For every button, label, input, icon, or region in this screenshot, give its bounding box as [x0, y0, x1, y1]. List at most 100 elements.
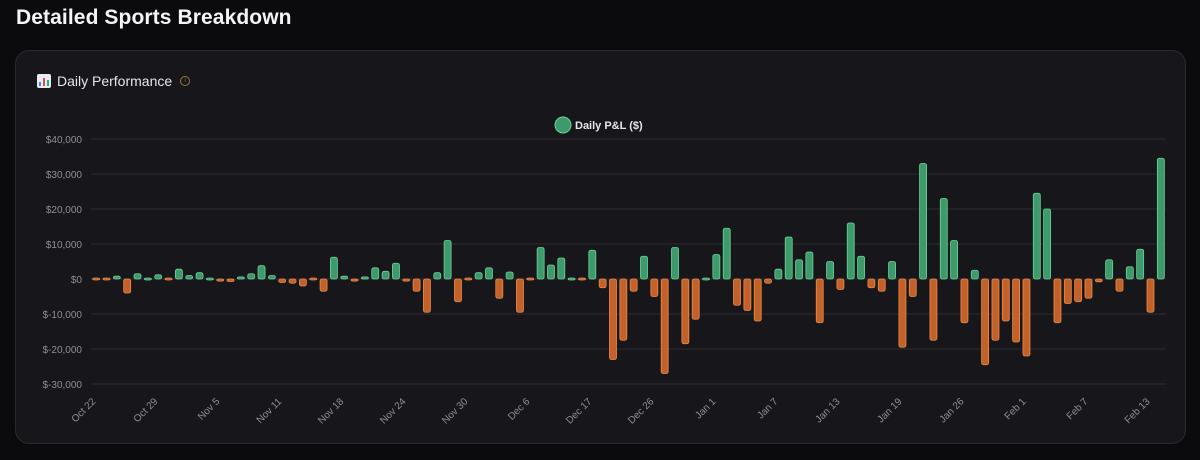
bar [846, 222, 855, 280]
bar [671, 247, 679, 280]
bar [743, 278, 752, 311]
bar [733, 278, 741, 306]
y-tick-label: $20,000 [46, 205, 83, 216]
bar [1084, 278, 1093, 299]
bar [236, 276, 245, 280]
bar [970, 269, 979, 280]
bar [888, 261, 896, 280]
bar [319, 278, 328, 292]
bar [298, 278, 307, 287]
bar [505, 271, 514, 280]
x-tick-label: Jan 13 [814, 396, 843, 425]
legend-swatch [554, 116, 572, 134]
bar [1001, 278, 1010, 322]
bar [474, 272, 483, 280]
bar [908, 278, 917, 297]
bar [247, 273, 256, 280]
bar [547, 264, 555, 280]
bar [526, 277, 535, 281]
bar [660, 278, 669, 374]
card-header: Daily Performance i [37, 73, 191, 89]
bar [402, 278, 411, 282]
bar [309, 277, 318, 281]
y-tick-label: $10,000 [46, 240, 83, 251]
bar [412, 278, 421, 292]
y-tick-label: $-30,000 [43, 380, 83, 391]
bar [133, 273, 142, 280]
bar [1136, 248, 1145, 280]
x-tick-label: Jan 26 [938, 396, 967, 425]
bar [330, 256, 338, 280]
bar [1053, 278, 1062, 324]
bar [702, 277, 710, 281]
bar [1074, 278, 1083, 303]
bar [981, 278, 990, 366]
bar [929, 278, 938, 341]
bar [1146, 278, 1155, 313]
x-tick-label: Oct 29 [132, 396, 161, 425]
bar [836, 278, 845, 290]
bar-chart-icon [37, 74, 51, 88]
x-tick-label: Nov 5 [196, 396, 223, 423]
bar [350, 278, 359, 282]
bar [950, 240, 959, 280]
bar [454, 278, 462, 303]
bar [123, 278, 132, 294]
bar [1105, 259, 1114, 280]
bar [433, 272, 442, 280]
bar [722, 227, 731, 280]
bar [774, 268, 783, 280]
x-tick-label: Feb 1 [1003, 396, 1029, 422]
bar [609, 278, 617, 360]
x-tick-label: Feb 7 [1065, 396, 1091, 422]
bar [712, 254, 721, 280]
bar [619, 278, 628, 341]
bar [185, 275, 194, 280]
bar [1094, 278, 1103, 283]
bar [381, 270, 390, 280]
bar [1156, 157, 1165, 280]
bar [567, 277, 576, 281]
bar [557, 257, 566, 280]
x-tick-label: Nov 24 [378, 396, 408, 426]
bar [1022, 278, 1031, 357]
x-tick-label: Nov 30 [440, 396, 470, 426]
bar [588, 249, 597, 280]
card-title: Daily Performance [57, 73, 173, 89]
legend-label: Daily P&L ($) [575, 120, 643, 132]
bar [640, 255, 648, 280]
x-tick-label: Dec 17 [564, 396, 594, 426]
bar [1012, 278, 1021, 343]
bar [423, 278, 431, 313]
bar [805, 251, 814, 280]
bar [1125, 266, 1134, 280]
y-tick-label: $40,000 [46, 135, 83, 146]
bar [815, 278, 824, 324]
bar [578, 277, 586, 281]
bar [174, 268, 183, 280]
bar [102, 277, 111, 281]
bar [164, 277, 173, 281]
bar [92, 277, 101, 281]
x-tick-label: Oct 22 [70, 396, 99, 425]
bar [361, 276, 369, 280]
bar [443, 240, 452, 280]
bar [857, 255, 865, 280]
y-tick-label: $-10,000 [43, 310, 83, 321]
bar [340, 275, 349, 280]
bar [960, 278, 969, 324]
daily-performance-card: Daily Performance i [15, 50, 1186, 444]
page-title: Detailed Sports Breakdown [16, 6, 292, 29]
bar [267, 275, 276, 280]
info-icon[interactable]: i [180, 76, 191, 86]
bar [257, 265, 266, 280]
bar [991, 278, 1000, 341]
bar [536, 247, 545, 280]
bar [1043, 208, 1052, 280]
x-tick-label: Jan 7 [755, 396, 780, 421]
bar [877, 278, 886, 292]
x-tick-label: Dec 26 [626, 396, 656, 426]
y-tick-label: $0 [71, 275, 83, 286]
bar [495, 278, 504, 299]
